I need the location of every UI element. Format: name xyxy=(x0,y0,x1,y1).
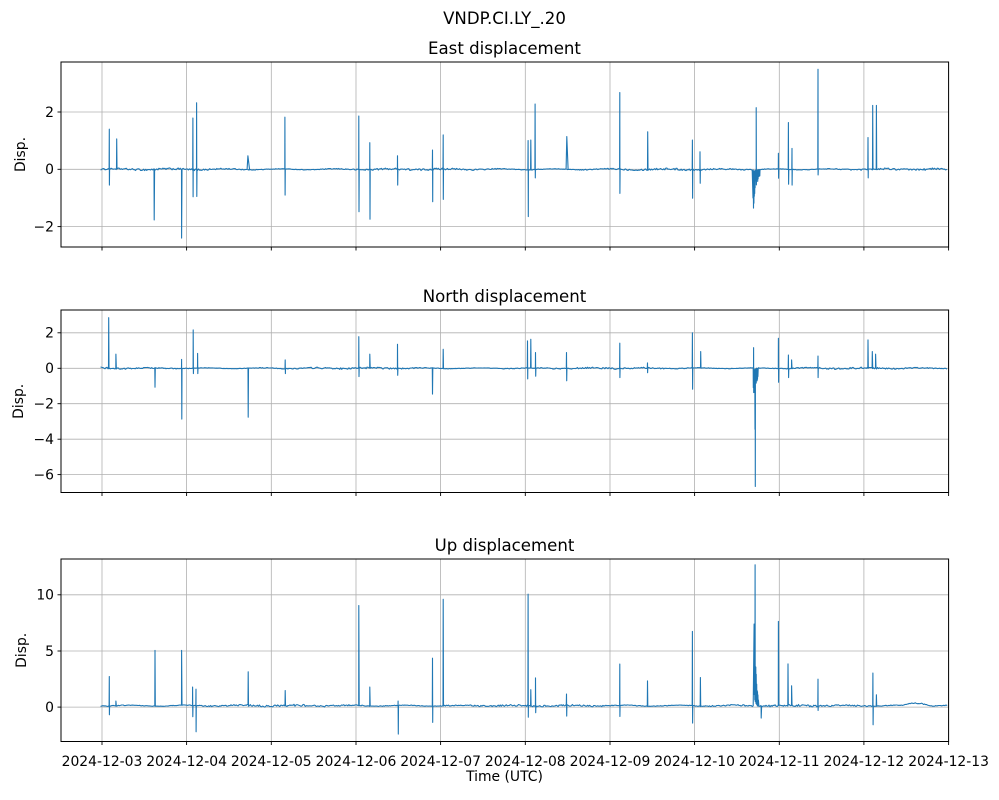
y-tick-label: −4 xyxy=(34,432,55,448)
y-tick-label: 2 xyxy=(45,326,54,342)
panel-north-plot-area: 2 0 −2 −4 −6 xyxy=(34,309,950,496)
series-line-up xyxy=(100,564,948,735)
y-tick-label: −2 xyxy=(34,219,54,235)
y-tick-label: 5 xyxy=(45,644,54,660)
x-tick-label: 2024-12-07 xyxy=(400,754,481,770)
series-line-north xyxy=(100,317,948,488)
x-tick-label: 2024-12-10 xyxy=(654,754,735,770)
axes-frame xyxy=(60,558,950,742)
x-tick-label: 2024-12-06 xyxy=(316,754,397,770)
y-tick-label: 0 xyxy=(45,700,54,716)
y-tick-label: 10 xyxy=(36,588,54,604)
figure-suptitle: VNDP.CI.LY_.20 xyxy=(443,9,566,29)
axes-frame xyxy=(60,309,950,493)
panel-north-ylabel: Disp. xyxy=(11,384,27,419)
axes-frame xyxy=(60,61,950,248)
x-tick-label: 2024-12-13 xyxy=(908,754,989,770)
x-tick-label: 2024-12-03 xyxy=(62,754,143,770)
x-tick-label: 2024-12-08 xyxy=(485,754,566,770)
y-tick-label: −6 xyxy=(34,467,54,483)
y-tick-label: 0 xyxy=(45,162,54,178)
panel-north: 2 0 −2 −4 −6 North displacement Disp. xyxy=(11,287,950,496)
x-tick-label: 2024-12-12 xyxy=(824,754,905,770)
x-tick-label: 2024-12-11 xyxy=(739,754,820,770)
panel-east-title: East displacement xyxy=(428,39,581,58)
y-tick-label: −2 xyxy=(34,397,54,413)
y-tick-label: 0 xyxy=(45,361,54,377)
x-tick-label: 2024-12-09 xyxy=(570,754,651,770)
panel-east: 2 0 −2 East displacement Disp. xyxy=(13,39,950,251)
panel-east-ylabel: Disp. xyxy=(13,137,29,172)
panel-east-plot-area: 2 0 −2 xyxy=(34,61,950,251)
x-axis-label: Time (UTC) xyxy=(465,769,543,785)
x-tick-label: 2024-12-05 xyxy=(231,754,312,770)
series-line-east xyxy=(100,68,948,239)
x-tick-label: 2024-12-04 xyxy=(146,754,227,770)
panel-up-ylabel: Disp. xyxy=(14,633,30,668)
panel-north-title: North displacement xyxy=(423,287,587,306)
panel-up-title: Up displacement xyxy=(435,536,575,555)
y-tick-label: 2 xyxy=(45,105,54,121)
